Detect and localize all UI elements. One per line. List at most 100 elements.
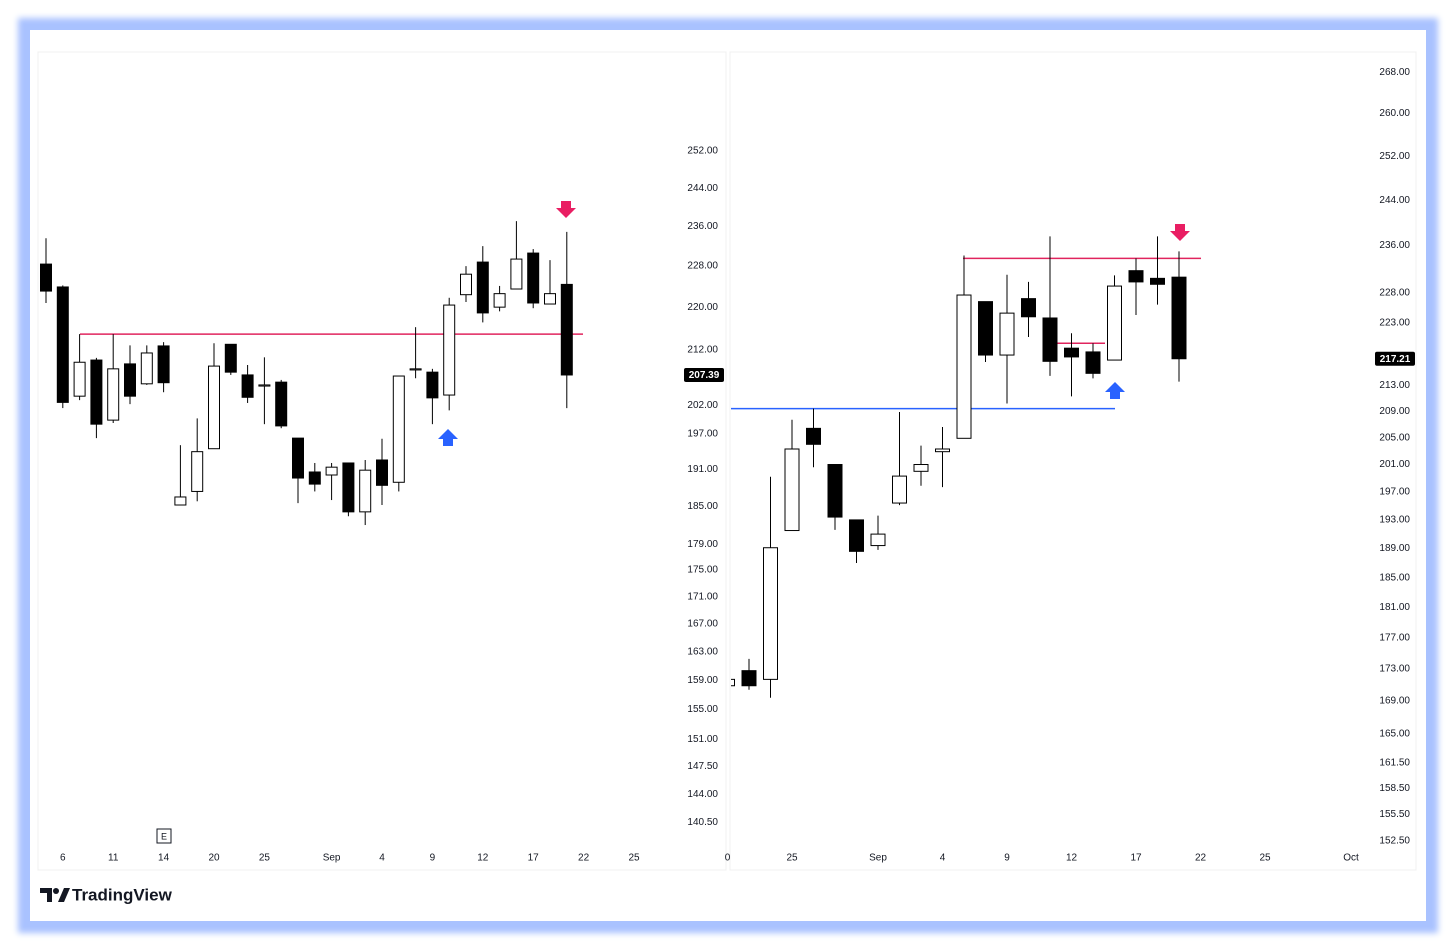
candle-body [493, 293, 506, 308]
x-tick-label: 11 [108, 853, 119, 864]
price-label-box [1375, 351, 1415, 366]
y-tick-label: 260.00 [1379, 108, 1410, 119]
candle-body [763, 547, 778, 680]
y-tick-label: 185.00 [687, 501, 718, 512]
y-tick-label: 197.00 [1379, 487, 1410, 498]
candle-body [527, 252, 540, 304]
y-tick-label: 151.00 [687, 734, 718, 745]
y-tick-label: 202.00 [687, 400, 718, 411]
x-tick-label: 14 [158, 853, 170, 864]
candle-body [476, 261, 489, 314]
y-tick-label: 223.00 [1379, 318, 1410, 329]
y-tick-label: 161.50 [1379, 758, 1410, 769]
candle-body [90, 359, 103, 425]
x-tick-label: 25 [628, 853, 640, 864]
candle-body [140, 352, 153, 385]
price-label-box [684, 367, 724, 382]
right-panel [729, 51, 1417, 871]
candle-body [292, 437, 304, 479]
candle-body [392, 375, 405, 483]
candle-body [1042, 317, 1058, 362]
candle-body [409, 368, 422, 371]
y-tick-label: 228.00 [1379, 287, 1410, 298]
candle-body [741, 670, 757, 687]
price-label: 217.21 [1380, 354, 1411, 365]
y-tick-label: 159.00 [687, 675, 718, 686]
x-tick-label: 25 [1259, 853, 1271, 864]
event-label: E [161, 831, 167, 841]
candle-body [870, 533, 886, 547]
candle-body [241, 374, 254, 398]
candle-body [224, 343, 237, 373]
candle-body [460, 273, 472, 296]
y-tick-label: 209.00 [1379, 406, 1410, 417]
buy-arrow [438, 429, 458, 446]
y-tick-label: 155.00 [687, 704, 718, 715]
candle-body [124, 363, 136, 397]
y-tick-label: 144.00 [687, 789, 718, 800]
x-tick-label: 25 [786, 853, 798, 864]
y-tick-label: 163.00 [687, 646, 718, 657]
y-tick-label: 177.00 [1379, 633, 1410, 644]
x-tick-label: 20 [208, 853, 220, 864]
candle-body [1085, 351, 1101, 374]
y-tick-label: 191.00 [687, 464, 718, 475]
y-tick-label: 252.00 [687, 146, 718, 157]
candle-body [308, 471, 321, 485]
y-tick-label: 197.00 [687, 429, 718, 440]
candle-body [560, 283, 573, 376]
candle-body [208, 365, 220, 450]
y-tick-label: 169.00 [1379, 696, 1410, 707]
y-tick-label: 147.50 [687, 761, 718, 772]
candle-body [191, 451, 204, 492]
y-tick-label: 244.00 [1379, 195, 1410, 206]
x-tick-label: 12 [477, 853, 489, 864]
x-tick-label: 4 [379, 853, 385, 864]
x-tick-label: 12 [1066, 853, 1078, 864]
x-tick-label: Sep [869, 853, 887, 864]
y-tick-label: 252.00 [1379, 151, 1410, 162]
y-tick-label: 152.50 [1379, 836, 1410, 847]
candle-body [827, 464, 843, 518]
left-panel [37, 51, 727, 871]
buy-arrow [1105, 382, 1125, 399]
candle-body [892, 475, 907, 504]
candle-body [275, 381, 288, 427]
candle-body [935, 448, 950, 453]
candle-body [174, 496, 187, 506]
x-tick-label: 0 [725, 853, 731, 864]
y-tick-label: 173.00 [1379, 664, 1410, 675]
left-plot [40, 221, 583, 526]
event-marker[interactable] [156, 828, 172, 844]
y-tick-label: 179.00 [687, 539, 718, 550]
tradingview-logo: TradingView [40, 885, 173, 904]
x-tick-label: Oct [1343, 853, 1359, 864]
candle-body [157, 345, 170, 384]
right-plot [731, 236, 1201, 698]
y-tick-label: 175.00 [687, 565, 718, 576]
y-tick-label: 212.00 [687, 344, 718, 355]
candle-body [1150, 277, 1165, 285]
y-tick-label: 181.00 [1379, 602, 1410, 613]
candle-body [359, 469, 372, 513]
candle-body [1021, 298, 1036, 318]
candle-body [806, 427, 821, 445]
y-tick-label: 213.00 [1379, 380, 1410, 391]
y-tick-label: 155.50 [1379, 809, 1410, 820]
y-tick-label: 236.00 [687, 221, 718, 232]
x-tick-label: 25 [259, 853, 271, 864]
candle-body [40, 263, 52, 292]
candle-body [1064, 347, 1079, 358]
candle-body [1128, 270, 1144, 283]
y-tick-label: 236.00 [1379, 240, 1410, 251]
candle-body [784, 448, 800, 532]
candle-body [443, 304, 456, 396]
price-label: 207.39 [689, 370, 720, 381]
y-tick-label: 189.00 [1379, 543, 1410, 554]
y-tick-label: 165.00 [1379, 728, 1410, 739]
y-tick-label: 228.00 [687, 261, 718, 272]
candle-body [376, 459, 388, 486]
candle-body [731, 678, 735, 687]
